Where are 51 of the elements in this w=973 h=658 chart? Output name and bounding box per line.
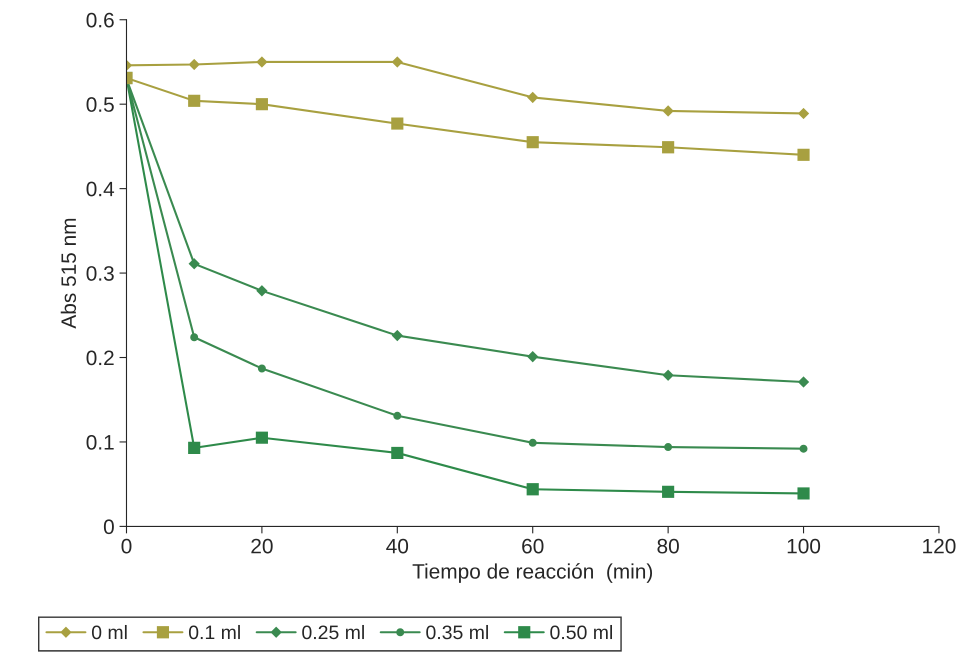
point bbox=[526, 136, 539, 148]
y-tick-label: 0.6 bbox=[86, 12, 114, 28]
point bbox=[256, 56, 268, 68]
legend-label: 0.50 ml bbox=[550, 624, 612, 640]
point bbox=[797, 487, 810, 500]
point bbox=[798, 376, 809, 388]
point bbox=[798, 108, 809, 119]
point bbox=[188, 59, 200, 70]
point bbox=[190, 333, 198, 342]
point bbox=[188, 442, 200, 454]
point bbox=[527, 92, 538, 103]
point bbox=[256, 285, 268, 296]
x-tick-label: 0 bbox=[122, 538, 132, 554]
point bbox=[527, 351, 538, 362]
point bbox=[188, 258, 200, 270]
y-tick-label: 0.1 bbox=[86, 434, 114, 450]
x-tick-label: 60 bbox=[522, 538, 544, 554]
point bbox=[256, 98, 268, 110]
legend-label: 0.1 ml bbox=[188, 624, 240, 640]
point bbox=[392, 56, 403, 68]
legend-label: 0.35 ml bbox=[426, 624, 488, 640]
legend-label: 0 ml bbox=[92, 624, 127, 640]
point bbox=[662, 370, 674, 381]
y-tick-label: 0.5 bbox=[86, 97, 114, 112]
point bbox=[526, 483, 539, 496]
x-tick-label: 80 bbox=[657, 538, 679, 554]
point bbox=[528, 438, 537, 447]
x-tick-label: 20 bbox=[251, 538, 273, 554]
y-tick-label: 0 bbox=[104, 519, 114, 534]
y-tick-label: 0.2 bbox=[86, 350, 114, 366]
y-tick-label: 0.3 bbox=[86, 266, 114, 281]
y-axis-title: Abs 515 nm bbox=[60, 218, 76, 329]
point bbox=[393, 412, 402, 420]
point bbox=[800, 444, 808, 453]
x-tick-label: 100 bbox=[788, 538, 820, 554]
point bbox=[392, 330, 403, 341]
point bbox=[664, 443, 672, 452]
point bbox=[188, 94, 200, 107]
legend-label: 0.25 ml bbox=[302, 624, 364, 640]
point bbox=[662, 141, 674, 154]
y-tick-label: 0.4 bbox=[86, 182, 114, 196]
x-axis-title: Tiempo de reacción (min) bbox=[412, 563, 652, 583]
point bbox=[256, 432, 268, 444]
point bbox=[662, 106, 674, 116]
point bbox=[258, 364, 266, 372]
x-tick-label: 120 bbox=[923, 538, 956, 554]
point bbox=[391, 118, 404, 130]
point bbox=[662, 486, 674, 498]
x-tick-label: 40 bbox=[386, 538, 408, 554]
point bbox=[391, 446, 404, 460]
point bbox=[797, 148, 810, 161]
